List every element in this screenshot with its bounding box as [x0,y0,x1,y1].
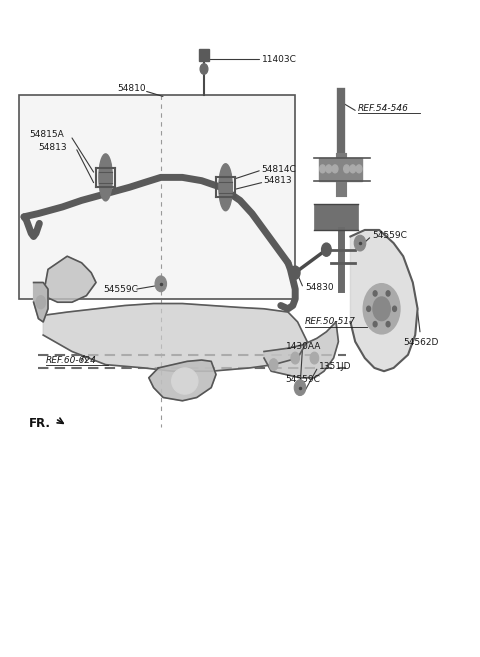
Ellipse shape [219,164,232,211]
Text: 54810: 54810 [118,84,146,93]
Bar [319,158,362,181]
Text: 54814C: 54814C [262,165,296,174]
Polygon shape [350,230,418,371]
Text: 1430AA: 1430AA [286,342,321,351]
Bar [199,49,209,61]
Text: 54813: 54813 [263,176,292,185]
Polygon shape [43,256,96,302]
Text: REF.50-517: REF.50-517 [305,317,356,327]
Circle shape [393,306,396,311]
Text: REF.60-624: REF.60-624 [46,355,96,365]
Circle shape [344,165,349,173]
Text: 54559C: 54559C [286,375,321,384]
Circle shape [367,306,371,311]
Text: 54830: 54830 [305,283,334,292]
Ellipse shape [172,368,198,394]
Circle shape [326,165,332,173]
Bar [314,204,358,230]
Circle shape [332,165,338,173]
Polygon shape [149,360,216,401]
Text: 54815A: 54815A [29,130,63,139]
Polygon shape [34,283,48,322]
Text: 54562D: 54562D [403,338,439,348]
Circle shape [350,165,356,173]
Circle shape [363,284,400,334]
Circle shape [294,380,306,396]
Circle shape [320,165,325,173]
Circle shape [269,359,278,371]
Circle shape [322,243,331,256]
Circle shape [386,321,390,327]
Circle shape [200,64,208,74]
Polygon shape [43,304,307,371]
Circle shape [386,291,390,296]
Circle shape [373,291,377,296]
Text: 11403C: 11403C [262,55,297,64]
Ellipse shape [99,154,112,201]
Circle shape [354,235,366,251]
Bar [19,95,295,299]
Circle shape [373,321,377,327]
Text: 54559C: 54559C [372,231,407,240]
Polygon shape [264,322,338,378]
Text: REF.54-546: REF.54-546 [358,104,408,113]
Circle shape [290,266,300,279]
Text: 54813: 54813 [38,143,67,152]
Text: 1351JD: 1351JD [319,362,352,371]
Circle shape [310,352,319,364]
Circle shape [291,352,300,364]
Circle shape [373,297,390,321]
Circle shape [155,276,167,292]
Text: 54559C: 54559C [103,284,138,294]
Text: FR.: FR. [29,417,51,430]
Circle shape [36,296,46,309]
Circle shape [356,165,362,173]
